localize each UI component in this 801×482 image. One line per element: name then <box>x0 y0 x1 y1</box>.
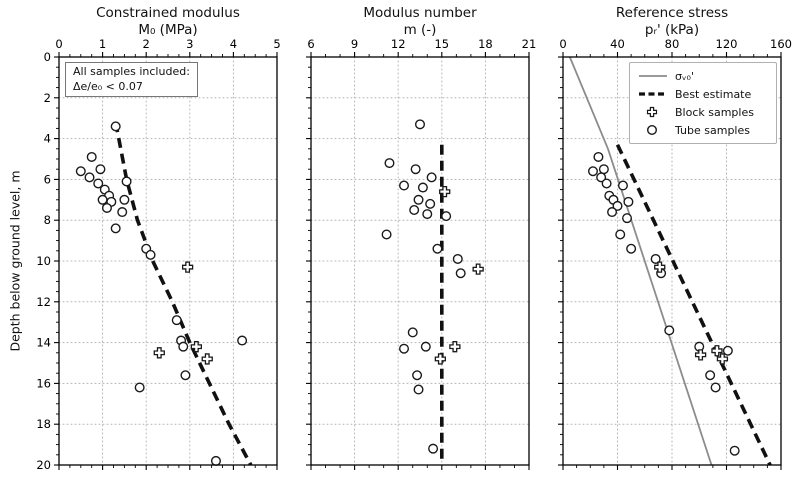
legend-label-sigma: σᵥ₀' <box>675 69 694 83</box>
legend-item-tube-samples: Tube samples <box>638 121 768 139</box>
svg-text:9: 9 <box>351 37 358 51</box>
svg-text:10: 10 <box>36 254 51 268</box>
legend-item-block-samples: Block samples <box>638 103 768 121</box>
legend-label-block-samples: Block samples <box>675 105 754 119</box>
svg-text:1: 1 <box>99 37 106 51</box>
svg-text:21: 21 <box>522 37 537 51</box>
sigma-v0-line-icon <box>639 75 667 77</box>
legend-item-sigma: σᵥ₀' <box>638 67 768 85</box>
legend-item-best-estimate: Best estimate <box>638 85 768 103</box>
svg-text:80: 80 <box>665 37 680 51</box>
svg-text:4: 4 <box>230 37 237 51</box>
svg-text:16: 16 <box>36 376 51 390</box>
svg-text:12: 12 <box>36 295 51 309</box>
svg-text:2: 2 <box>143 37 150 51</box>
block-samples-marker-icon <box>646 106 658 118</box>
svg-text:14: 14 <box>36 336 51 350</box>
tube-samples-marker-icon <box>646 124 658 136</box>
svg-text:6: 6 <box>44 172 51 186</box>
svg-text:0: 0 <box>55 37 62 51</box>
panel3-title: Reference stress <box>615 5 729 21</box>
svg-text:18: 18 <box>478 37 493 51</box>
panel3-title-group: Reference stress pᵣ' (kPa) <box>563 5 781 39</box>
svg-text:0: 0 <box>44 50 51 64</box>
panel1-title-group: Constrained modulus M₀ (MPa) <box>59 5 277 39</box>
legend-label-best-estimate: Best estimate <box>675 87 752 101</box>
annotation-line1: All samples included: <box>73 65 190 78</box>
svg-text:20: 20 <box>36 458 51 472</box>
panel2-xlabel: m (-) <box>403 22 437 38</box>
panel1-xlabel: M₀ (MPa) <box>138 22 198 38</box>
panel3-xlabel: pᵣ' (kPa) <box>644 22 700 38</box>
svg-text:6: 6 <box>307 37 314 51</box>
best-estimate-line-icon <box>639 92 667 96</box>
svg-text:5: 5 <box>273 37 280 51</box>
legend: σᵥ₀' Best estimate Block samples Tube sa… <box>629 62 777 144</box>
svg-text:160: 160 <box>770 37 792 51</box>
panel1-title: Constrained modulus <box>96 5 240 21</box>
y-axis-label: Depth below ground level, m <box>7 170 23 352</box>
panel2-title-group: Modulus number m (-) <box>311 5 529 39</box>
svg-text:2: 2 <box>44 91 51 105</box>
svg-text:40: 40 <box>610 37 625 51</box>
panel2-title: Modulus number <box>363 5 477 21</box>
legend-label-tube-samples: Tube samples <box>675 123 750 137</box>
svg-text:18: 18 <box>36 417 51 431</box>
svg-text:0: 0 <box>559 37 566 51</box>
svg-text:4: 4 <box>44 132 51 146</box>
annotation-line2: Δe/e₀ < 0.07 <box>73 79 143 93</box>
svg-text:15: 15 <box>434 37 449 51</box>
svg-text:120: 120 <box>716 37 738 51</box>
svg-text:3: 3 <box>186 37 193 51</box>
svg-text:12: 12 <box>391 37 406 51</box>
svg-text:8: 8 <box>44 213 51 227</box>
annotation-box: All samples included: Δe/e₀ < 0.07 <box>65 62 198 97</box>
